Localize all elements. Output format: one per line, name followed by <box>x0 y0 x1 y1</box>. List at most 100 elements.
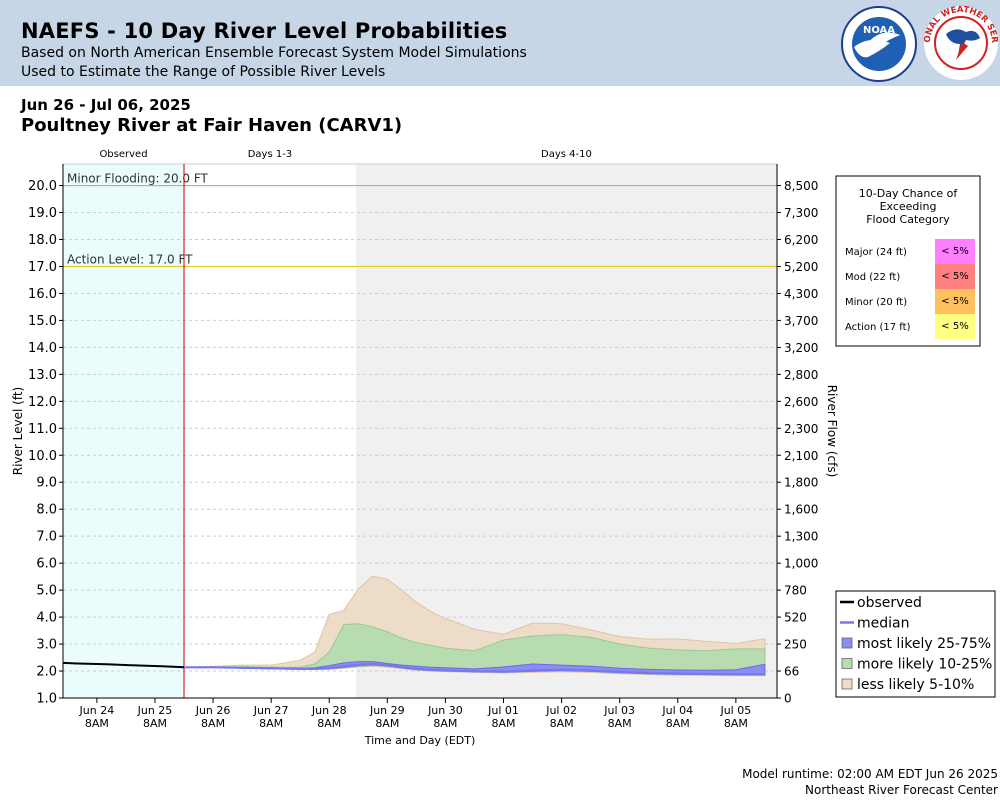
y-tick-label-right: 5,200 <box>784 260 818 274</box>
x-tick-label-day: Jun 28 <box>311 704 347 717</box>
y-tick-label-right: 2,600 <box>784 395 818 409</box>
series-lines: Minor Flooding: 20.0 FT Action Level: 17.… <box>62 164 777 698</box>
legend-swatch-box <box>841 658 853 669</box>
exceedance-category: Action (17 ft) <box>845 322 911 333</box>
exceedance-chance: < 5% <box>941 271 968 282</box>
y-tick-label-left: 7.0 <box>36 530 57 545</box>
x-tick-label-day: Jul 01 <box>487 704 519 717</box>
y-tick-label-right: 520 <box>784 611 807 625</box>
y-axis-label-right: River Flow (cfs) <box>825 385 839 478</box>
threshold-label-minor: Minor Flooding: 20.0 FT <box>67 172 209 186</box>
exceedance-swatch <box>935 314 975 339</box>
y-tick-label-left: 5.0 <box>36 584 57 599</box>
exceedance-swatch <box>935 239 975 264</box>
x-tick-label-hour: 8AM <box>491 717 515 730</box>
page-subtitle-2: Used to Estimate the Range of Possible R… <box>21 64 386 80</box>
nws-logo: NATIONAL WEATHER SERVICE <box>922 4 999 80</box>
axes: Observed Days 1-3 Days 4-10 1.0 2.0 3.0 4.0 5.0… <box>11 149 839 747</box>
x-tick-label-day: Jun 29 <box>369 704 405 717</box>
y-tick-label-right: 66 <box>784 665 799 679</box>
y-tick-label-right: 3,700 <box>784 314 818 328</box>
y-tick-label-left: 11.0 <box>28 422 57 437</box>
x-tick-label-day: Jun 25 <box>137 704 173 717</box>
exceedance-swatch <box>935 264 975 289</box>
plot-frame <box>62 164 778 699</box>
legend-swatch-box <box>841 637 853 649</box>
x-tick-label-hour: 8AM <box>143 717 167 730</box>
threshold-label-action: Action Level: 17.0 FT <box>67 252 193 266</box>
y-tick-label-right: 8,500 <box>784 179 818 193</box>
x-tick-label-day: Jul 04 <box>661 704 693 717</box>
legend-box <box>835 590 996 698</box>
x-tick-label-hour: 8AM <box>550 717 574 730</box>
y-tick-label-left: 8.0 <box>36 503 57 518</box>
median-line <box>184 662 765 676</box>
noaa-logo-text: NOAA <box>863 25 895 36</box>
y-tick-label-left: 9.0 <box>36 476 57 491</box>
page-title: NAEFS - 10 Day River Level Probabilities <box>21 19 508 43</box>
exceedance-category: Mod (22 ft) <box>845 272 900 283</box>
x-tick-label-day: Jul 03 <box>603 704 635 717</box>
x-tick-label-day: Jun 26 <box>195 704 231 717</box>
x-tick-label-day: Jul 02 <box>545 704 577 717</box>
y-tick-label-right: 250 <box>784 638 807 652</box>
observed-period-shade <box>63 164 185 698</box>
legend: observed median most likely 25-75% more lik… <box>835 590 996 698</box>
y-tick-label-left: 19.0 <box>28 206 57 221</box>
y-tick-label-left: 17.0 <box>28 260 57 275</box>
y-tick-label-left: 6.0 <box>36 557 57 572</box>
legend-label: median <box>857 616 909 632</box>
forecast-center: Northeast River Forecast Center <box>805 783 998 797</box>
y-tick-label-left: 3.0 <box>36 638 57 653</box>
exceedance-table-title: Exceeding <box>880 200 937 213</box>
x-tick-label-day: Jun 27 <box>253 704 289 717</box>
y-tick-label-right: 1,800 <box>784 476 818 490</box>
y-tick-label-right: 4,300 <box>784 287 818 301</box>
y-tick-label-right: 1,000 <box>784 557 818 571</box>
x-tick-label-hour: 8AM <box>85 717 109 730</box>
x-tick-label-hour: 8AM <box>724 717 748 730</box>
y-tick-label-left: 13.0 <box>28 368 57 383</box>
page-subtitle-1: Based on North American Ensemble Forecas… <box>21 45 527 61</box>
exceedance-category: Major (24 ft) <box>845 247 907 258</box>
y-tick-label-left: 15.0 <box>28 314 57 329</box>
y-tick-label-left: 16.0 <box>28 287 57 302</box>
x-tick-label-hour: 8AM <box>608 717 632 730</box>
period-label-3: Days 4-10 <box>541 149 592 160</box>
gauge-name: Poultney River at Fair Haven (CARV1) <box>21 115 403 136</box>
y-axis-label-left: River Level (ft) <box>11 387 25 475</box>
river-level-chart: Minor Flooding: 20.0 FT Action Level: 17.… <box>11 149 996 747</box>
y-tick-label-right: 3,200 <box>784 341 818 355</box>
x-tick-label-day: Jun 24 <box>79 704 115 717</box>
x-tick-label-hour: 8AM <box>317 717 341 730</box>
legend-swatch-box <box>841 678 853 690</box>
observed-line <box>62 661 185 669</box>
y-tick-label-left: 1.0 <box>36 692 57 707</box>
y-tick-label-left: 14.0 <box>28 341 57 356</box>
x-tick-label-day: Jun 30 <box>427 704 463 717</box>
y-tick-label-right: 6,200 <box>784 233 818 247</box>
x-tick-label-hour: 8AM <box>201 717 225 730</box>
y-tick-label-right: 780 <box>784 584 807 598</box>
legend-label: more likely 10-25% <box>857 657 992 673</box>
y-tick-label-right: 1,600 <box>784 503 818 517</box>
exceedance-table-title: 10-Day Chance of <box>859 187 959 200</box>
exceedance-chance: < 5% <box>941 296 968 307</box>
legend-label: less likely 5-10% <box>857 677 974 693</box>
exceedance-chance: < 5% <box>941 321 968 332</box>
y-tick-label-left: 12.0 <box>28 395 57 410</box>
legend-label: most likely 25-75% <box>857 636 991 652</box>
period-label-1: Observed <box>99 149 147 160</box>
y-tick-label-left: 20.0 <box>28 179 57 194</box>
x-tick-label-day: Jul 05 <box>719 704 751 717</box>
x-tick-label-hour: 8AM <box>433 717 457 730</box>
y-tick-label-right: 2,100 <box>784 449 818 463</box>
y-tick-label-right: 1,300 <box>784 530 818 544</box>
exceedance-table-title: Flood Category <box>866 213 950 226</box>
x-tick-label-hour: 8AM <box>259 717 283 730</box>
y-tick-label-left: 4.0 <box>36 611 57 626</box>
exceedance-category: Minor (20 ft) <box>845 297 907 308</box>
header-banner: NAEFS - 10 Day River Level Probabilities… <box>0 0 1000 86</box>
model-runtime: Model runtime: 02:00 AM EDT Jun 26 2025 <box>742 767 998 781</box>
